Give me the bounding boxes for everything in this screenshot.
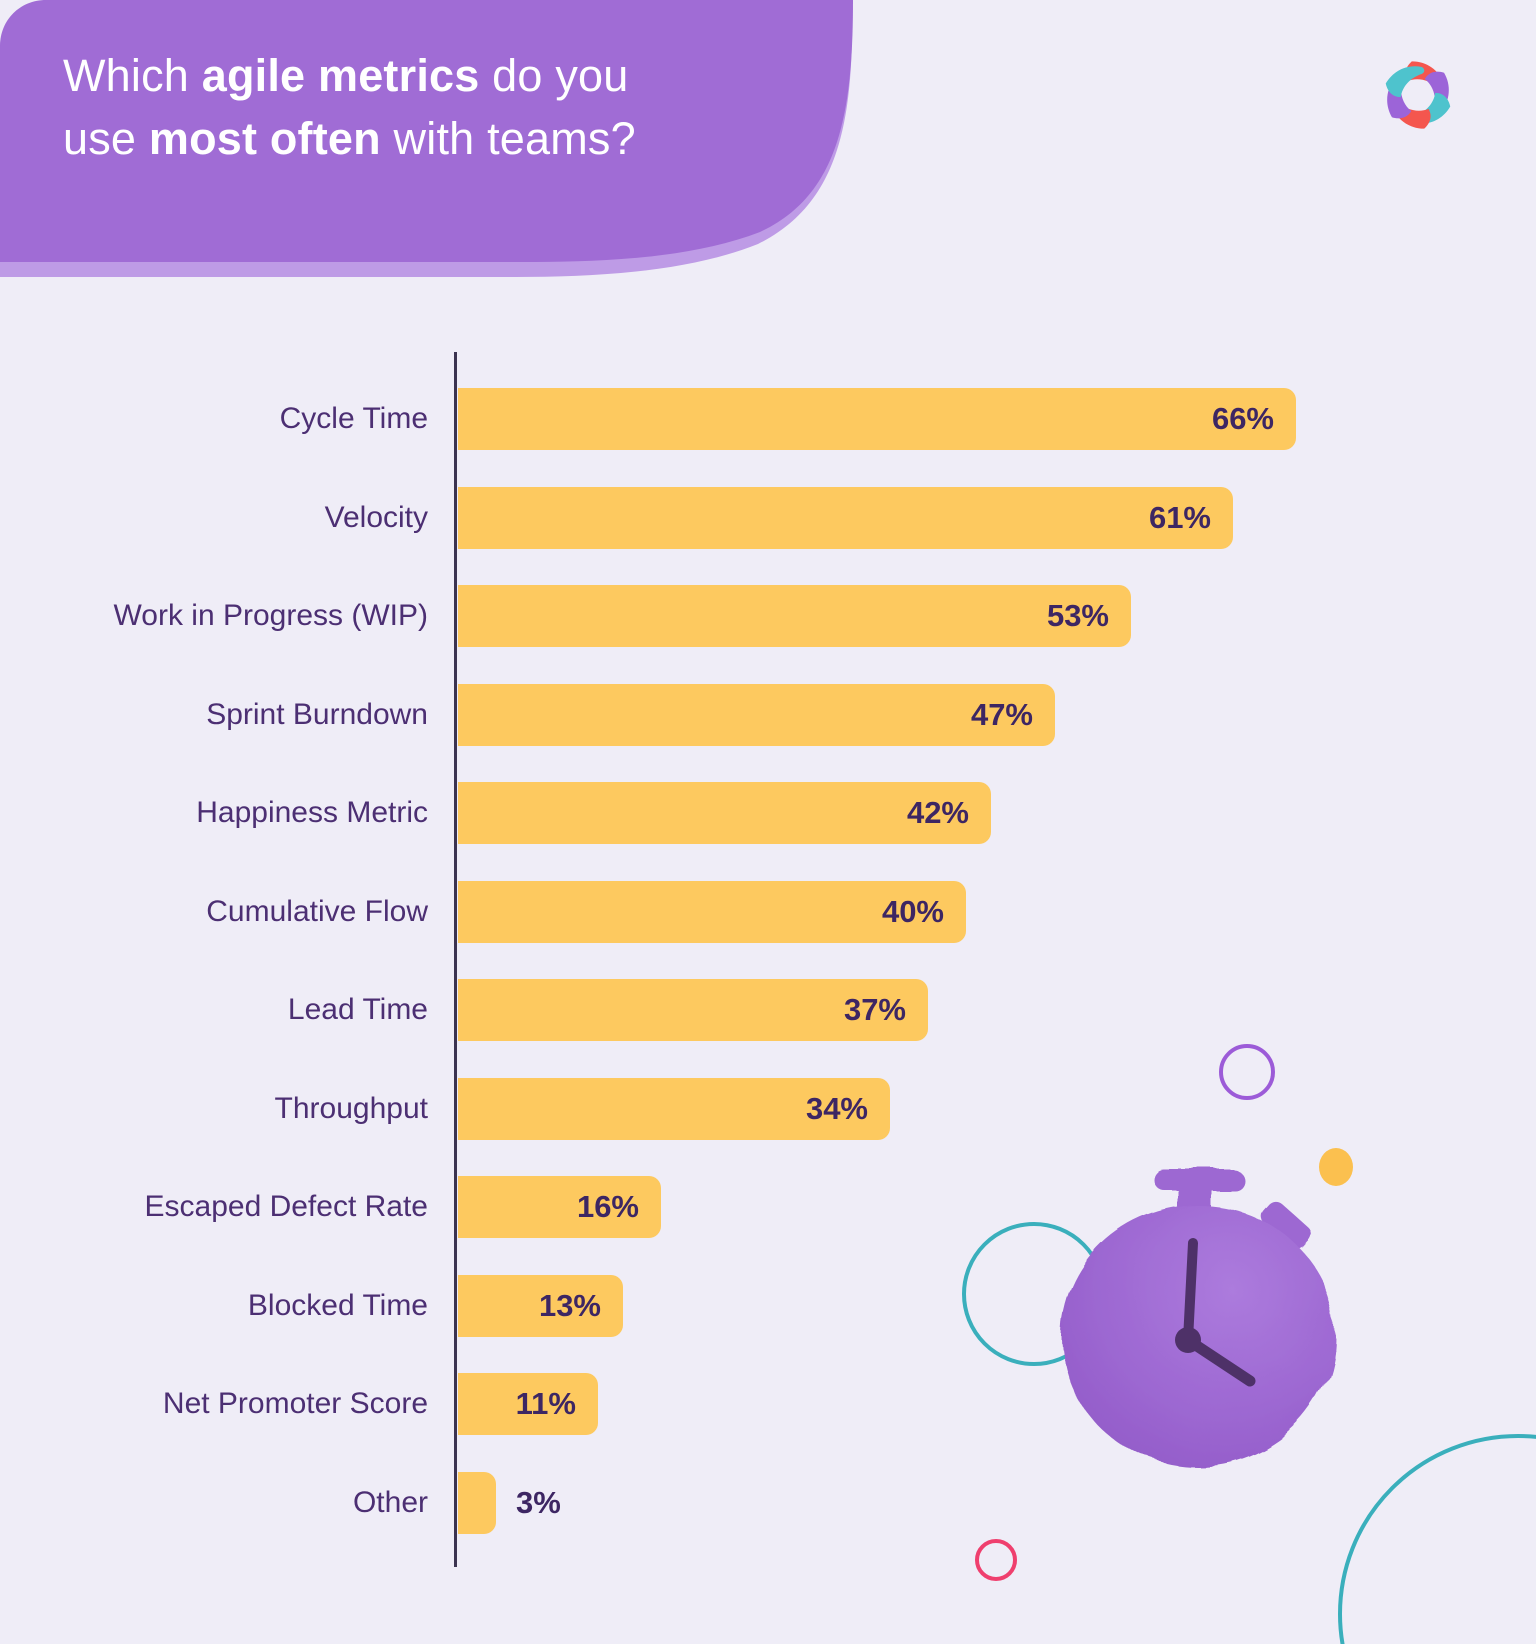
bar: 34% [458,1077,890,1140]
title-text: with teams? [380,113,636,164]
page-title: Which agile metrics do you use most ofte… [63,44,823,170]
title-text-bold: most often [148,113,381,164]
bar-value: 34% [805,1090,868,1126]
bar: 40% [458,880,966,943]
bar: 16% [458,1176,661,1238]
bar-label: Work in Progress (WIP) [113,599,429,632]
bar: 13% [458,1274,623,1337]
bar-label: Throughput [274,1091,428,1125]
logo-petals [1385,61,1451,129]
page-title-line-1: Which agile metrics do you [63,44,823,107]
bar-label: Lead Time [287,993,428,1026]
bar-label: Net Promoter Score [162,1387,428,1420]
bar: 53% [458,585,1131,647]
bar: 3% [458,1471,561,1534]
bar-label: Cumulative Flow [206,894,428,928]
bar: 66% [458,388,1296,450]
bar-value: 61% [1148,499,1211,535]
title-text: use [63,113,149,164]
bar-value: 66% [1211,401,1274,436]
bar: 61% [458,486,1233,549]
title-text: Which [63,50,202,101]
bar-label: Sprint Burndown [206,697,428,731]
bar-label: Escaped Defect Rate [144,1190,429,1223]
bar-label: Velocity [324,500,428,534]
bar-value: 47% [970,696,1033,732]
brand-logo-icon [1385,61,1451,129]
bar-chart: Cycle Time 66% Velocity 61% Work in Progress… [0,352,1536,1567]
bar: 37% [458,979,928,1041]
bar-value: 11% [515,1386,576,1421]
bar-label: Blocked Time [247,1288,428,1322]
bar-value: 53% [1046,598,1109,633]
title-text: do you [479,50,629,101]
bar-label: Cycle Time [279,402,428,435]
bar-value: 40% [881,893,944,929]
bar-label: Other [352,1485,428,1519]
bar-value: 13% [538,1287,601,1323]
page-title-line-2: use most often with teams? [63,107,823,170]
header-blob-main [0,0,853,262]
bar-value: 42% [906,795,969,830]
bar: 42% [458,782,991,844]
title-text-bold: agile metrics [201,50,480,101]
logo-petal [1385,66,1425,98]
bar-value: 3% [516,1484,561,1520]
bar-value: 16% [576,1189,639,1224]
bar-label: Happiness Metric [196,796,428,829]
bar-value: 37% [843,992,906,1027]
header-blob [0,0,853,277]
y-axis-line [454,352,457,1567]
bar: 11% [458,1373,598,1435]
bar: 47% [458,683,1055,746]
